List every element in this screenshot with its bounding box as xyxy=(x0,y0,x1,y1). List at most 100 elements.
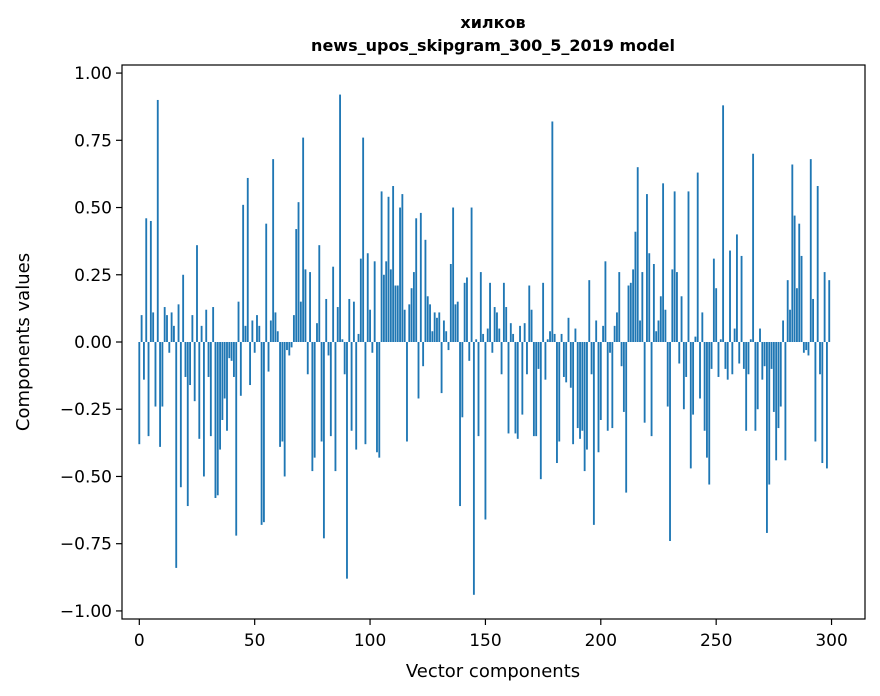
bar-111 xyxy=(394,285,397,342)
y-axis-ticks: 1.00 0.75 0.50 0.25 0.00 −0.25 −0.50 −0.75 −1.00 xyxy=(60,64,122,622)
x-axis-ticks: 0 50 100 150 200 250 300 xyxy=(134,619,848,651)
bar-184 xyxy=(562,342,565,377)
bar-84 xyxy=(332,266,335,342)
bar-16 xyxy=(175,342,178,568)
bar-56 xyxy=(267,342,270,372)
bar-206 xyxy=(613,325,616,342)
bar-83 xyxy=(329,342,332,437)
bar-88 xyxy=(341,339,344,342)
bar-20 xyxy=(184,342,187,377)
bar-93 xyxy=(352,301,355,342)
bar-33 xyxy=(214,342,217,498)
bar-257 xyxy=(731,342,734,375)
bar-195 xyxy=(588,280,591,342)
bar-136 xyxy=(452,207,455,342)
bar-236 xyxy=(682,342,685,410)
bar-5 xyxy=(149,220,152,342)
bar-30 xyxy=(207,342,210,377)
bar-87 xyxy=(339,94,341,342)
bar-133 xyxy=(445,331,448,342)
bar-289 xyxy=(805,342,808,351)
bar-269 xyxy=(759,328,761,342)
bar-290 xyxy=(807,342,810,356)
bar-176 xyxy=(544,342,547,380)
bar-166 xyxy=(521,342,524,415)
bar-141 xyxy=(463,282,466,342)
bar-276 xyxy=(775,342,778,461)
bar-143 xyxy=(468,342,471,361)
bar-181 xyxy=(556,342,558,464)
bar-277 xyxy=(777,342,780,429)
bar-25 xyxy=(196,245,198,342)
bar-192 xyxy=(581,342,584,431)
bar-17 xyxy=(177,304,180,342)
bar-178 xyxy=(549,331,551,342)
bar-281 xyxy=(786,280,789,342)
bar-173 xyxy=(537,342,540,369)
bar-208 xyxy=(618,272,621,342)
bar-50 xyxy=(253,342,256,353)
bar-131 xyxy=(440,342,443,394)
bar-260 xyxy=(738,342,741,364)
bar-163 xyxy=(514,342,517,434)
bar-57 xyxy=(269,320,272,342)
bar-18 xyxy=(179,342,182,488)
bar-106 xyxy=(382,274,385,342)
bar-124 xyxy=(424,239,427,342)
bar-11 xyxy=(163,307,166,342)
bar-104 xyxy=(378,342,381,458)
bar-112 xyxy=(396,285,399,342)
bar-86 xyxy=(336,307,339,342)
bar-100 xyxy=(369,309,371,342)
bar-291 xyxy=(809,159,812,342)
bar-210 xyxy=(622,342,625,412)
bar-224 xyxy=(655,331,658,342)
bar-7 xyxy=(154,342,157,407)
chart-title-line2: news_upos_skipgram_300_5_2019 model xyxy=(311,36,675,55)
bar-98 xyxy=(364,342,367,445)
bar-226 xyxy=(659,296,662,342)
bar-45 xyxy=(242,204,245,342)
bar-249 xyxy=(712,258,715,342)
bar-103 xyxy=(376,342,378,453)
y-axis-label: Components values xyxy=(13,253,34,431)
bar-279 xyxy=(782,320,785,342)
bar-127 xyxy=(431,331,434,342)
bar-255 xyxy=(726,342,729,380)
bar-9 xyxy=(159,342,161,447)
bar-245 xyxy=(703,342,706,431)
bar-147 xyxy=(477,342,480,437)
bar-246 xyxy=(706,342,708,458)
x-tick-label: 150 xyxy=(469,631,501,651)
bar-217 xyxy=(639,320,641,342)
bar-69 xyxy=(297,202,300,342)
bar-66 xyxy=(290,342,293,348)
bar-79 xyxy=(320,342,323,442)
bar-202 xyxy=(604,261,607,342)
bar-81 xyxy=(325,298,328,342)
bar-142 xyxy=(466,277,468,342)
bar-296 xyxy=(821,342,824,464)
bar-122 xyxy=(419,212,422,342)
bar-3 xyxy=(145,218,148,342)
bar-241 xyxy=(694,336,697,342)
bar-266 xyxy=(752,153,755,342)
bar-263 xyxy=(745,342,748,431)
y-tick-label: 1.00 xyxy=(74,64,112,84)
bar-200 xyxy=(599,342,602,420)
bar-27 xyxy=(200,325,203,342)
bar-26 xyxy=(198,342,201,439)
bar-185 xyxy=(565,342,568,383)
bar-238 xyxy=(687,191,690,342)
bar-76 xyxy=(313,342,316,458)
bar-194 xyxy=(586,342,588,450)
bar-149 xyxy=(482,333,485,342)
bar-165 xyxy=(519,325,521,342)
bar-189 xyxy=(574,328,577,342)
bar-47 xyxy=(246,177,249,342)
bar-250 xyxy=(715,288,718,342)
x-tick-label: 300 xyxy=(815,631,847,651)
bars-group xyxy=(138,94,831,595)
bar-265 xyxy=(749,339,752,342)
bar-244 xyxy=(701,312,704,342)
